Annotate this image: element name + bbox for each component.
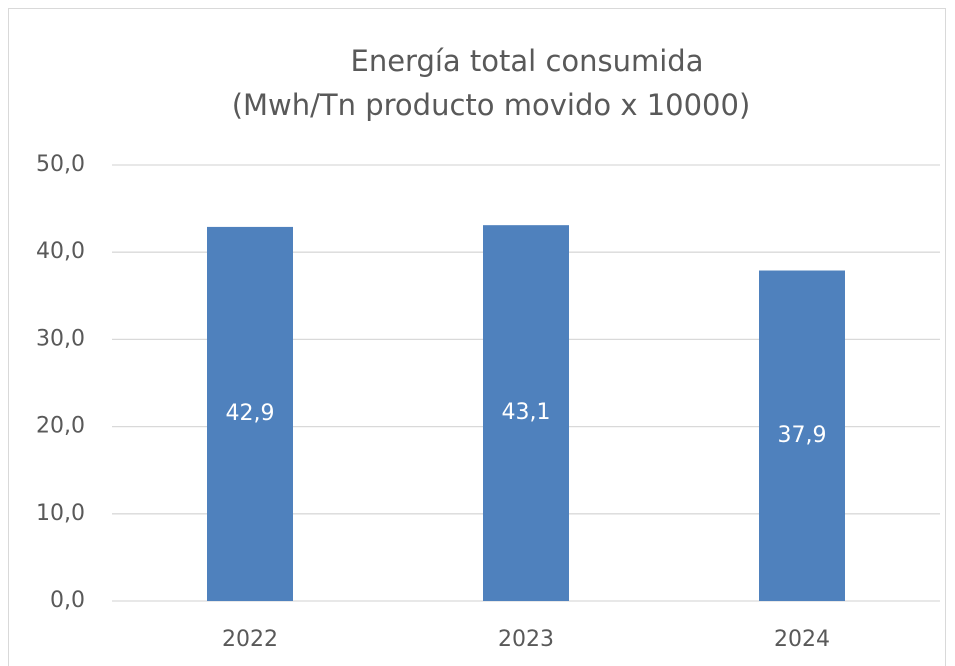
x-tick-label: 2024 bbox=[774, 627, 830, 652]
data-label: 37,9 bbox=[778, 423, 827, 448]
y-tick-label: 10,0 bbox=[36, 501, 85, 526]
chart-subtitle: (Mwh/Tn producto movido x 10000) bbox=[232, 88, 751, 122]
y-tick-label: 20,0 bbox=[36, 414, 85, 439]
x-tick-label: 2023 bbox=[498, 627, 554, 652]
y-tick-label: 40,0 bbox=[36, 239, 85, 264]
data-label: 42,9 bbox=[226, 401, 275, 426]
bar bbox=[207, 226, 293, 602]
data-label: 43,1 bbox=[502, 400, 551, 425]
y-tick-label: 50,0 bbox=[36, 152, 85, 177]
bar bbox=[759, 270, 845, 601]
x-tick-label: 2022 bbox=[222, 627, 278, 652]
chart-title: Energía total consumida bbox=[351, 44, 704, 78]
chart-border bbox=[8, 8, 946, 666]
y-tick-label: 0,0 bbox=[50, 588, 85, 613]
y-tick-label: 30,0 bbox=[36, 326, 85, 351]
bar bbox=[483, 225, 569, 601]
